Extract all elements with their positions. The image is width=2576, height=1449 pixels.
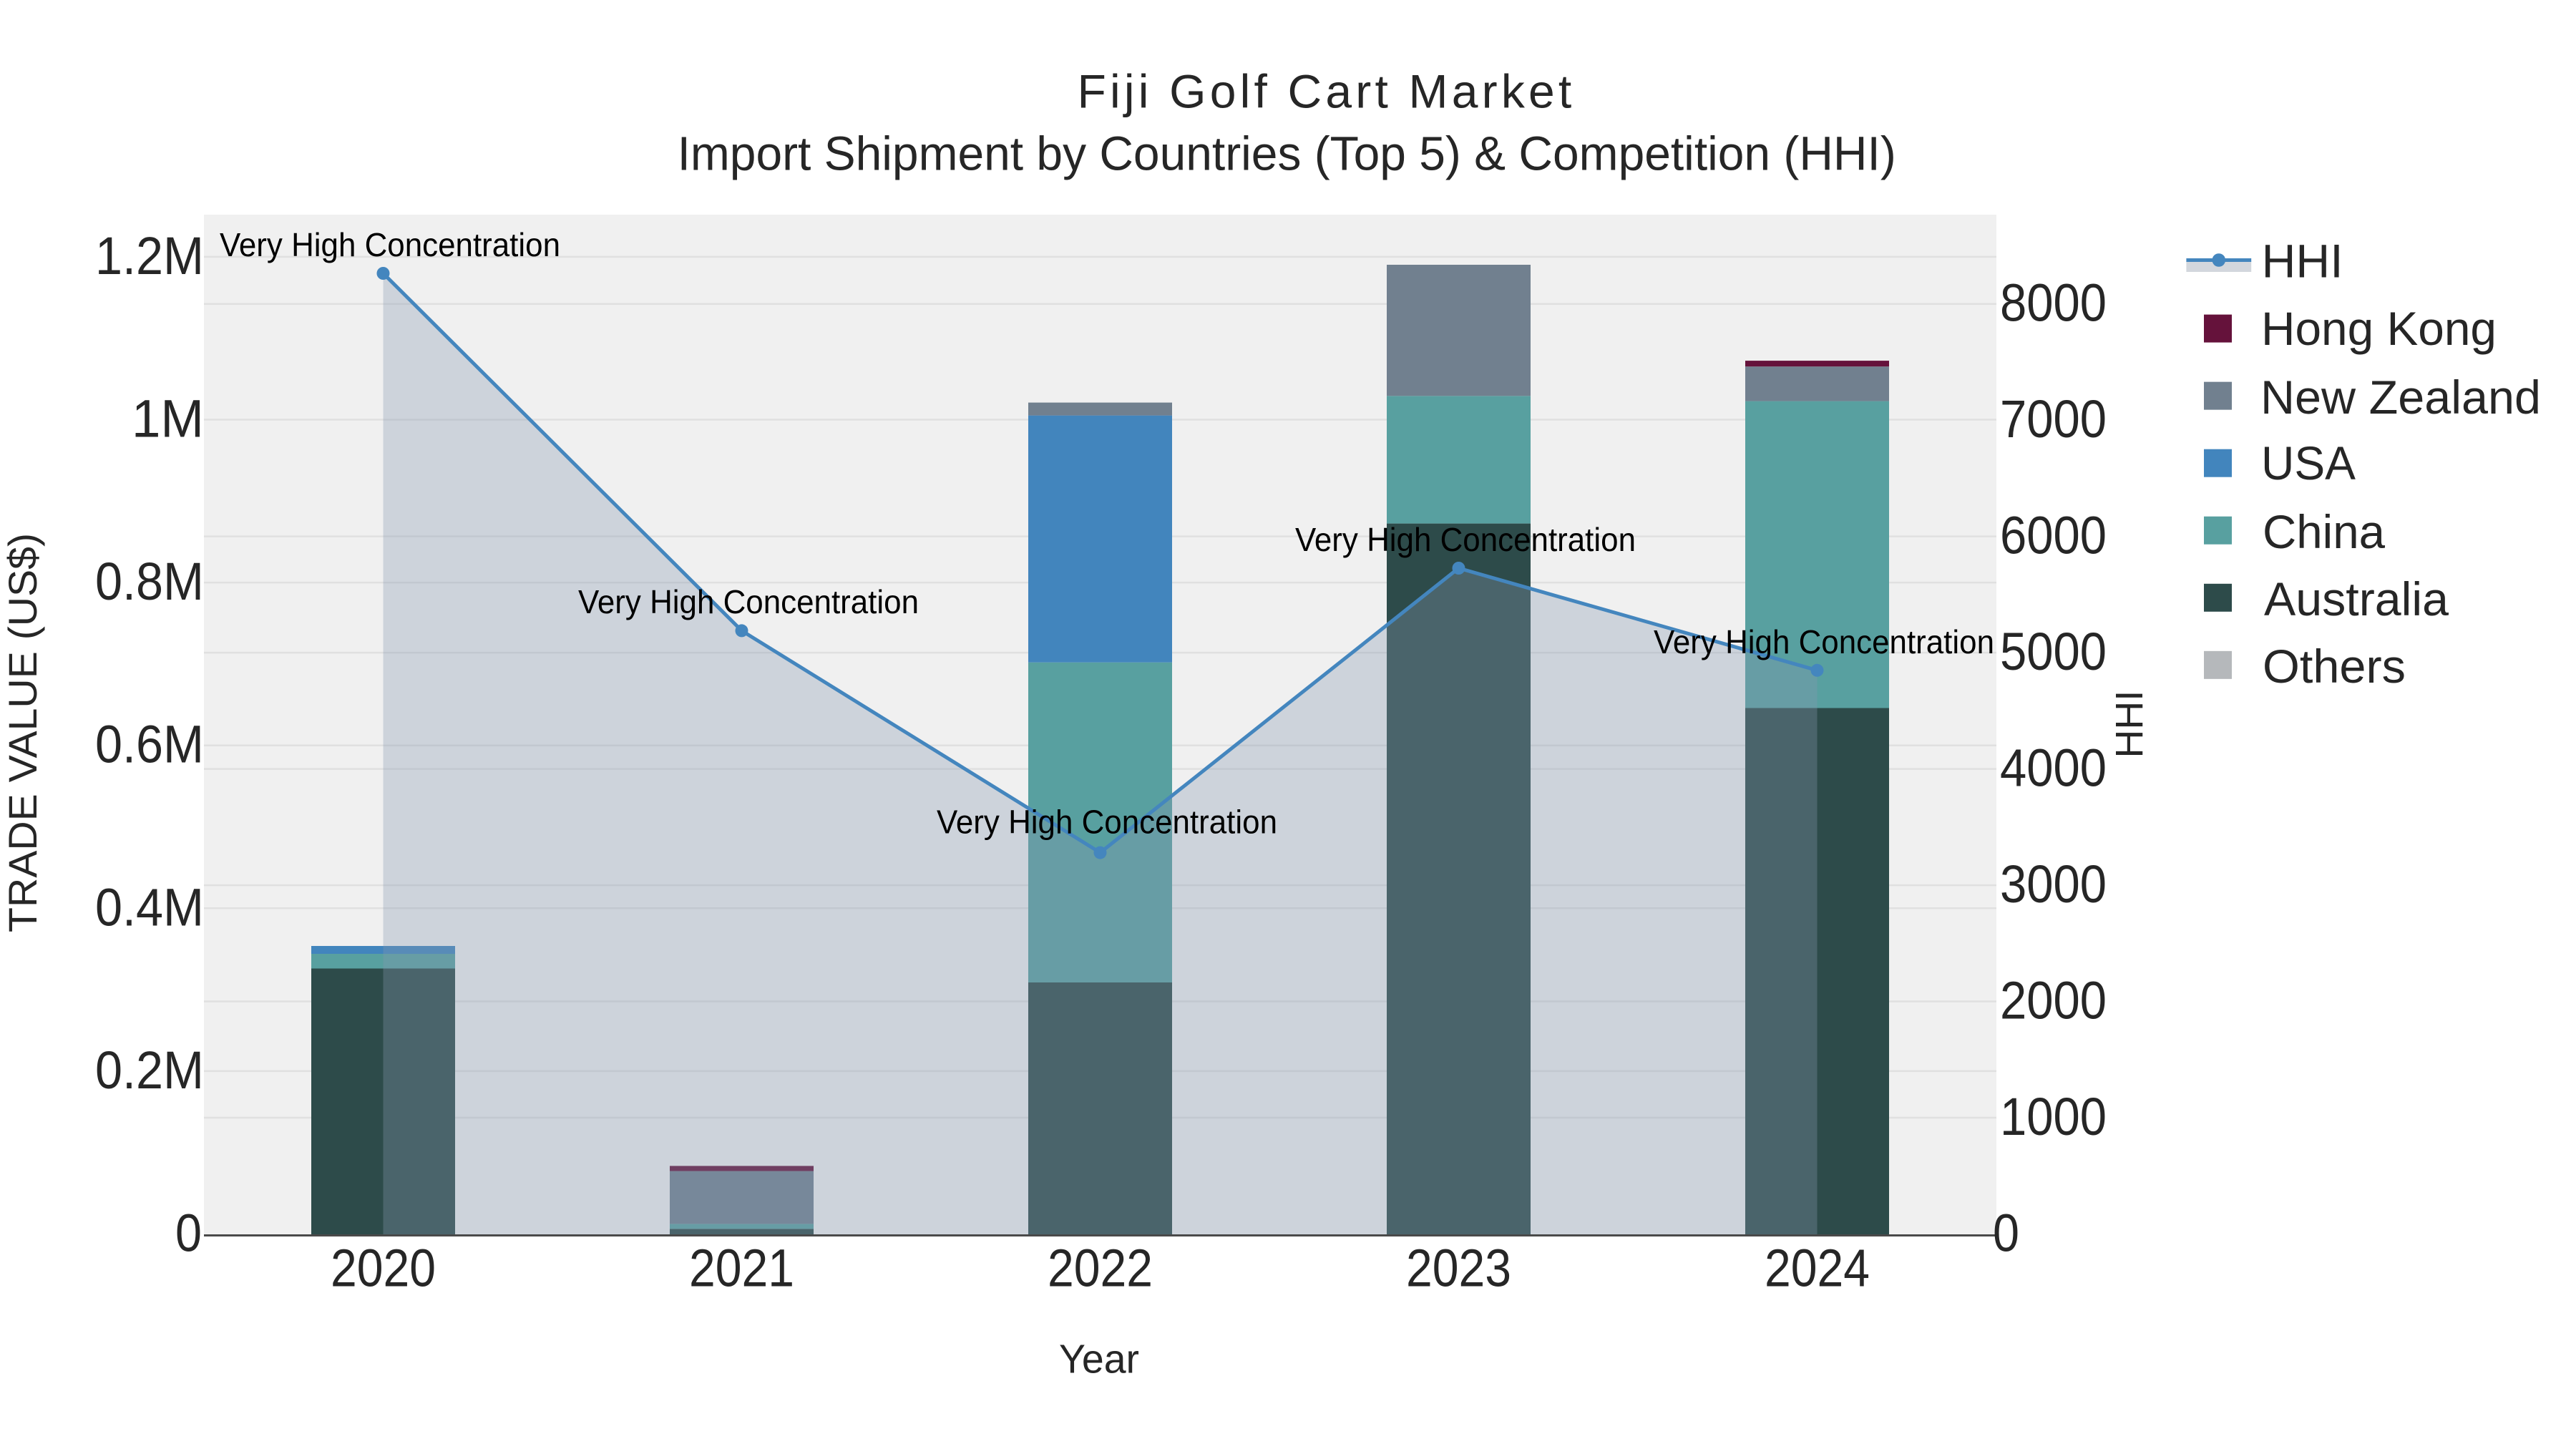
svg-text:0.8M: 0.8M	[95, 552, 204, 611]
svg-text:2022: 2022	[1048, 1238, 1153, 1297]
svg-text:Very High Concentration: Very High Concentration	[937, 804, 1277, 841]
svg-text:HHI: HHI	[2262, 235, 2343, 288]
svg-text:2021: 2021	[689, 1238, 794, 1297]
svg-text:Very High Concentration: Very High Concentration	[220, 226, 560, 263]
svg-text:2000: 2000	[2000, 971, 2107, 1030]
svg-text:8000: 8000	[2000, 273, 2107, 333]
svg-text:2024: 2024	[1765, 1238, 1870, 1297]
svg-text:Very High Concentration: Very High Concentration	[578, 583, 919, 620]
svg-text:0.4M: 0.4M	[95, 877, 204, 937]
svg-text:2023: 2023	[1406, 1238, 1511, 1297]
svg-text:0: 0	[1993, 1204, 2019, 1263]
svg-text:5000: 5000	[2000, 622, 2107, 681]
svg-text:1M: 1M	[132, 389, 204, 449]
svg-text:New Zealand: New Zealand	[2260, 371, 2541, 424]
svg-text:6000: 6000	[2000, 506, 2107, 565]
svg-text:2020: 2020	[331, 1238, 436, 1297]
svg-text:Very High Concentration: Very High Concentration	[1654, 623, 1994, 660]
svg-text:China: China	[2263, 505, 2385, 558]
svg-text:4000: 4000	[2000, 738, 2107, 798]
svg-text:0: 0	[175, 1204, 202, 1263]
svg-text:Others: Others	[2263, 640, 2406, 693]
svg-text:Import Shipment by Countries (: Import Shipment by Countries (Top 5) & C…	[678, 127, 1896, 181]
svg-text:Australia: Australia	[2264, 572, 2449, 625]
svg-text:0.2M: 0.2M	[95, 1040, 204, 1100]
svg-text:Hong Kong: Hong Kong	[2261, 302, 2497, 355]
svg-text:1000: 1000	[2000, 1087, 2107, 1146]
svg-text:Fiji Golf Cart Market: Fiji Golf Cart Market	[1078, 65, 1576, 118]
svg-text:3000: 3000	[2000, 854, 2107, 914]
svg-text:Very High Concentration: Very High Concentration	[1295, 521, 1636, 558]
svg-text:TRADE VALUE (US$): TRADE VALUE (US$)	[0, 533, 45, 932]
svg-text:USA: USA	[2261, 436, 2356, 489]
svg-text:Year: Year	[1059, 1337, 1139, 1382]
svg-text:1.2M: 1.2M	[95, 226, 204, 286]
svg-text:7000: 7000	[2000, 389, 2107, 449]
svg-text:HHI: HHI	[2108, 691, 2151, 758]
svg-text:0.6M: 0.6M	[95, 715, 204, 774]
